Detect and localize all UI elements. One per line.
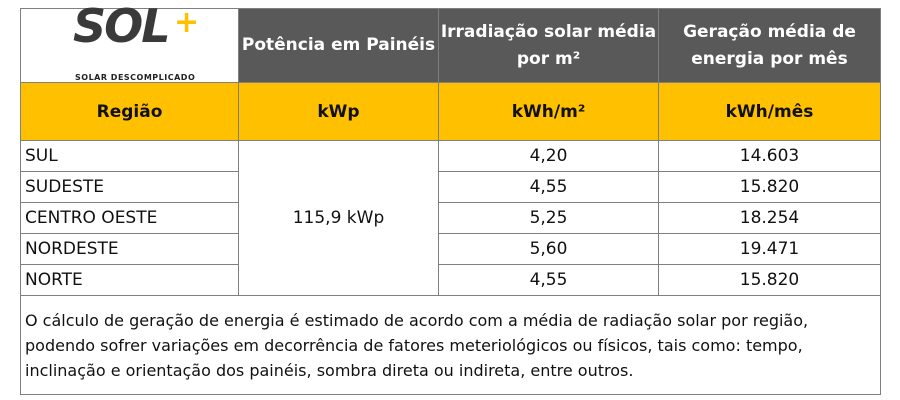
irradiance: 4,55: [438, 264, 659, 296]
logo-brand: SOL: [73, 0, 171, 53]
power: 115,9 kWp: [238, 140, 439, 296]
unit-cell: Região: [20, 82, 239, 141]
header-cell: Irradiação solar média por m²: [438, 8, 659, 83]
logo-mark: +: [174, 5, 200, 40]
header-cell: Geração média de energia por mês: [658, 8, 881, 83]
logo-tagline: SOLAR DESCOMPLICADO: [75, 73, 196, 82]
region: SUL: [20, 140, 239, 172]
data-row: SUL 115,9 kWp 4,20 14.603: [20, 140, 881, 296]
table-body: SUL 115,9 kWp 4,20 14.603 SUDESTE 4,55 15.820 C…: [20, 140, 881, 296]
header-cell: Potência em Painéis: [238, 8, 439, 83]
solar-table: SOL + SOLAR DESCOMPLICADO Potência em Pa…: [20, 0, 881, 395]
region: CENTRO OESTE: [20, 202, 239, 234]
unit-cell: kWh/mês: [658, 82, 881, 141]
header-row: SOL + SOLAR DESCOMPLICADO Potência em Pa…: [20, 0, 881, 83]
data-row: NORDESTE 5,60 19.471: [20, 233, 881, 265]
unit-cell: kWh/m²: [438, 82, 659, 141]
region: NORDESTE: [20, 233, 239, 265]
generation: 14.603: [658, 140, 881, 172]
logo: SOL + SOLAR DESCOMPLICADO: [21, 0, 238, 82]
irradiance: 5,60: [438, 233, 659, 265]
data-row: NORTE 4,55 15.820: [20, 264, 881, 296]
irradiance: 4,20: [438, 140, 659, 172]
generation: 15.820: [658, 171, 881, 203]
data-row: SUDESTE 4,55 15.820: [20, 171, 881, 203]
note: O cálculo de geração de energia é estima…: [20, 295, 881, 395]
data-row: CENTRO OESTE 5,25 18.254: [20, 202, 881, 234]
generation: 19.471: [658, 233, 881, 265]
irradiance: 5,25: [438, 202, 659, 234]
region: NORTE: [20, 264, 239, 296]
generation: 15.820: [658, 264, 881, 296]
unit-cell: kWp: [238, 82, 439, 141]
irradiance: 4,55: [438, 171, 659, 203]
note-row: O cálculo de geração de energia é estima…: [20, 295, 881, 395]
logo-cell: SOL + SOLAR DESCOMPLICADO: [20, 0, 239, 83]
generation: 18.254: [658, 202, 881, 234]
region: SUDESTE: [20, 171, 239, 203]
units-row: Região kWp kWh/m² kWh/mês: [20, 82, 881, 141]
